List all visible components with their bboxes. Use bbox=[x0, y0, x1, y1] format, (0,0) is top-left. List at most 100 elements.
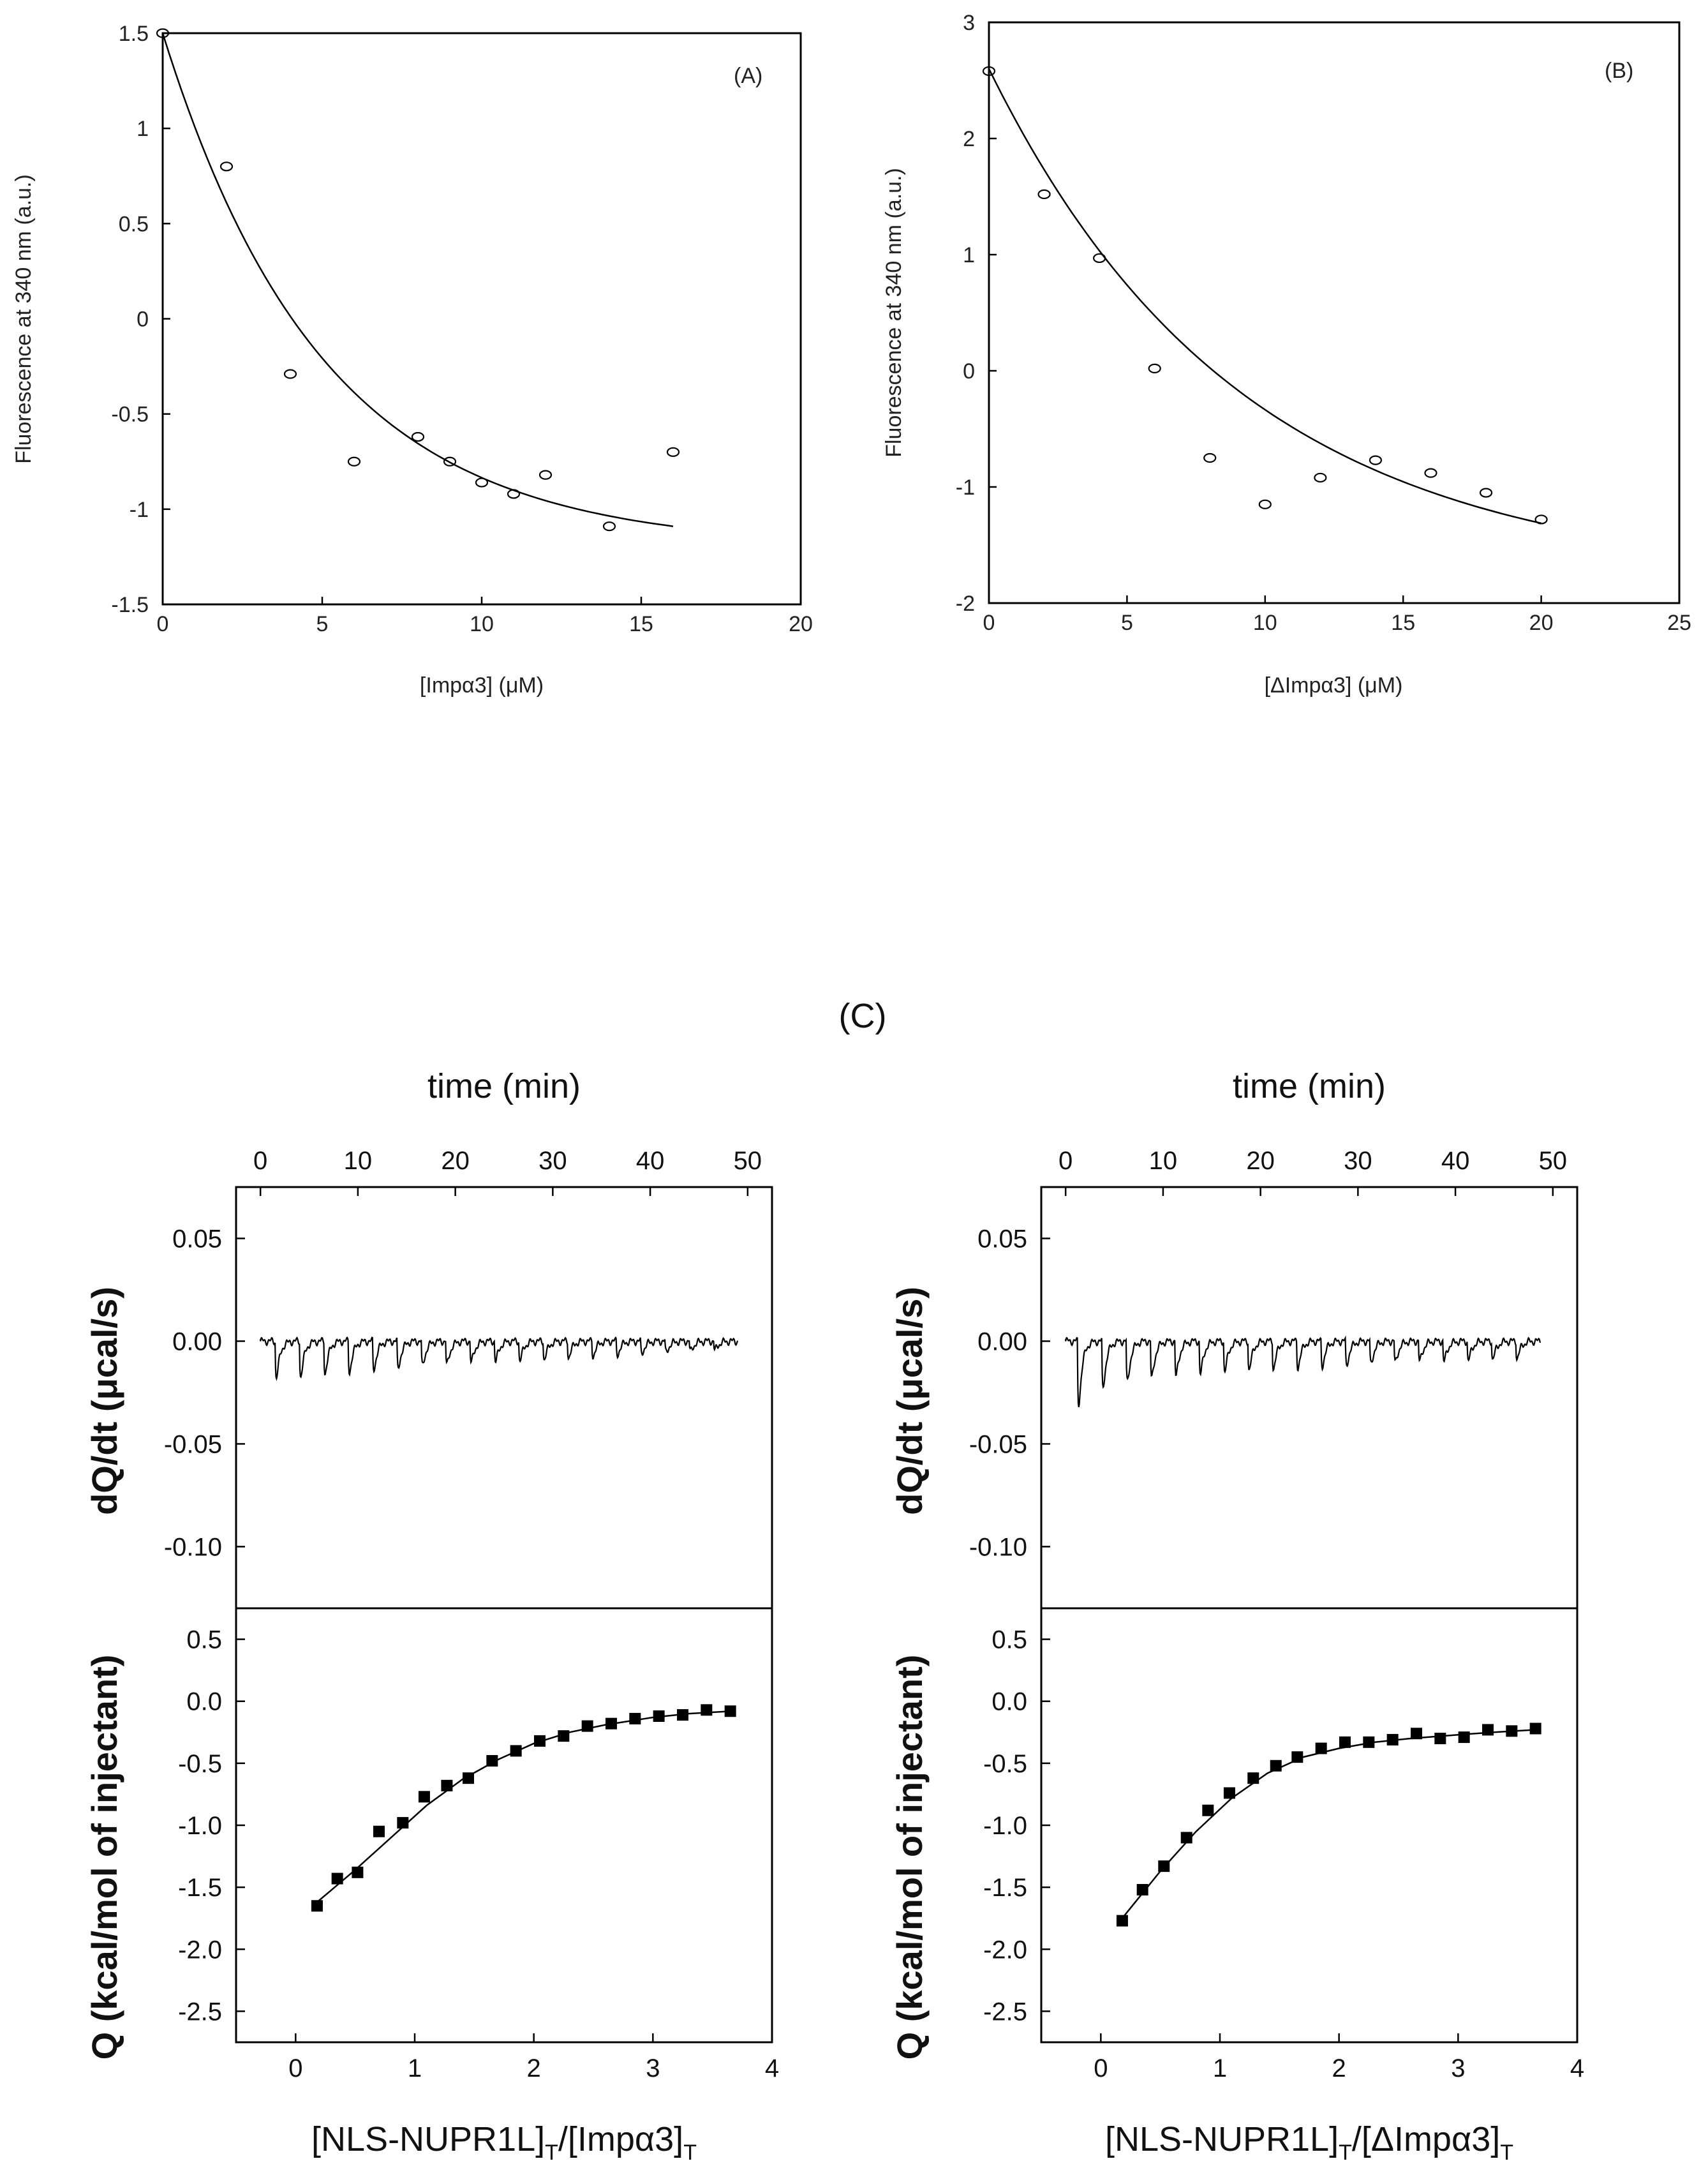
chart-c1-isotherm-ytick-label: 0.0 bbox=[186, 1688, 222, 1716]
chart-c2-ticks: 0 10 20 30 40 50 -0.10 -0.05 0.00 0.05 0 1 2 3 4 -2.5 -2… bbox=[969, 1147, 1584, 2082]
chart-c1-data-point bbox=[558, 1730, 570, 1742]
chart-b-data-point bbox=[1369, 455, 1383, 465]
chart-c2-isotherm-xtick-label: 4 bbox=[1570, 2054, 1584, 2082]
chart-a-fit-curve bbox=[161, 33, 674, 527]
chart-c2-thermogram-ytick-label: -0.10 bbox=[969, 1533, 1027, 1561]
chart-b-xlabel: [ΔImpα3] (μM) bbox=[1265, 673, 1403, 698]
chart-b-ylabel: Fluorescence at 340 nm (a.u.) bbox=[882, 168, 906, 458]
chart-b-data-point bbox=[1203, 452, 1217, 463]
chart-c1-isotherm-xtick-label: 1 bbox=[408, 2054, 422, 2082]
chart-c1-xlabel-num: [NLS-NUPR1L] bbox=[311, 2120, 545, 2158]
chart-c2-data-point bbox=[1158, 1860, 1170, 1872]
chart-a-xtick-label: 0 bbox=[157, 612, 169, 636]
chart-c1-data-point bbox=[605, 1717, 617, 1730]
chart-c2-data-point bbox=[1482, 1724, 1494, 1736]
chart-c1-data-point bbox=[701, 1704, 713, 1716]
chart-b-xtick-label: 0 bbox=[983, 611, 995, 635]
chart-c2-isotherm-xlabel: [NLS-NUPR1L]T/[ΔImpα3]T bbox=[1105, 2120, 1513, 2165]
chart-c2-time-tick-label: 0 bbox=[1058, 1147, 1073, 1175]
chart-c1-time-tick-label: 0 bbox=[253, 1147, 267, 1175]
chart-b-fit bbox=[988, 68, 1541, 525]
panel-c-label: (C) bbox=[839, 997, 887, 1035]
chart-c2-time-tick-label: 20 bbox=[1246, 1147, 1275, 1175]
chart-b-data-point bbox=[1148, 363, 1161, 373]
chart-a-ytick-label: 0 bbox=[137, 308, 149, 332]
chart-c1-data-point bbox=[510, 1745, 522, 1757]
chart-c2-isotherm-ytick-label: -1.5 bbox=[983, 1874, 1027, 1902]
chart-b-ytick-label: 0 bbox=[963, 359, 975, 384]
chart-a-xtick-label: 10 bbox=[470, 612, 494, 636]
chart-c1-isotherm-frame bbox=[235, 1607, 773, 2044]
chart-b-frame bbox=[988, 21, 1681, 604]
chart-b-xtick-label: 5 bbox=[1121, 611, 1133, 635]
chart-b-data-point bbox=[1037, 189, 1051, 199]
chart-b-xtick-label: 10 bbox=[1253, 611, 1277, 635]
chart-a-data-point bbox=[283, 369, 297, 379]
chart-c2-data-point bbox=[1434, 1733, 1446, 1744]
chart-c1-data-point bbox=[581, 1720, 593, 1732]
chart-a: (A) [Impα3] (μM) Fluorescence at 340 nm … bbox=[11, 22, 813, 698]
chart-c2-isotherm-xtick-label: 2 bbox=[1332, 2054, 1346, 2082]
chart-c1: time (min) dQ/dt (μcal/s) Q (kcal/mol of… bbox=[84, 1067, 779, 2165]
chart-a-data-point bbox=[347, 456, 361, 467]
chart-b-ytick-label: -1 bbox=[956, 475, 975, 500]
chart-a-data-point bbox=[443, 456, 457, 467]
chart-c1-data-point bbox=[311, 1900, 323, 1912]
chart-c2-data-point bbox=[1529, 1723, 1541, 1735]
chart-c1-xlabel-den: /[Impα3] bbox=[558, 2120, 683, 2158]
chart-a-data-point bbox=[507, 489, 521, 499]
chart-b-ytick-label: 2 bbox=[963, 127, 975, 151]
chart-c2-isotherm-ytick-label: -0.5 bbox=[983, 1750, 1027, 1778]
chart-c1-time-tick-label: 50 bbox=[734, 1147, 762, 1175]
chart-c2-data-point bbox=[1180, 1832, 1192, 1844]
chart-c1-time-tick-label: 40 bbox=[636, 1147, 665, 1175]
chart-a-xlabel: [Impα3] (μM) bbox=[420, 673, 544, 698]
chart-b-xtick-label: 15 bbox=[1391, 611, 1415, 635]
chart-b-ytick-label: 3 bbox=[963, 11, 975, 35]
chart-c1-data-point bbox=[463, 1772, 474, 1784]
chart-c2-time-label: time (min) bbox=[1233, 1067, 1386, 1105]
chart-c2-xlabel-den: /[ΔImpα3] bbox=[1352, 2120, 1500, 2158]
chart-c2-time-tick-label: 40 bbox=[1441, 1147, 1470, 1175]
chart-c2-xlabel-sub2: T bbox=[1500, 2141, 1513, 2165]
chart-a-ylabel: Fluorescence at 340 nm (a.u.) bbox=[11, 174, 36, 464]
chart-b-data-point bbox=[1424, 468, 1437, 478]
chart-c1-thermogram-trace bbox=[260, 1336, 739, 1382]
chart-c2-data-point bbox=[1339, 1736, 1351, 1748]
chart-c2-isotherm-xtick-label: 1 bbox=[1213, 2054, 1227, 2082]
chart-c1-fit-curve bbox=[316, 1710, 731, 1903]
chart-c2-isotherm-ytick-label: -2.5 bbox=[983, 1998, 1027, 2026]
chart-c2-data-point bbox=[1506, 1725, 1518, 1737]
chart-a-frame bbox=[161, 32, 802, 606]
chart-c1-data-point bbox=[441, 1779, 453, 1791]
chart-c2-thermogram-ytick-label: 0.05 bbox=[977, 1225, 1027, 1253]
chart-c1-data-point bbox=[724, 1705, 736, 1717]
chart-a-xtick-label: 20 bbox=[789, 612, 813, 636]
chart-b-panel-label: (B) bbox=[1605, 59, 1633, 83]
chart-c2-time-tick-label: 30 bbox=[1344, 1147, 1372, 1175]
chart-c1-isotherm-ytick-label: -2.0 bbox=[178, 1936, 222, 1964]
chart-c1-data-point bbox=[534, 1735, 546, 1747]
chart-a-ytick-label: -1.5 bbox=[111, 593, 149, 617]
chart-c2-thermogram-ylabel: dQ/dt (μcal/s) bbox=[889, 1287, 930, 1515]
chart-c2-thermogram-ytick-label: -0.05 bbox=[969, 1430, 1027, 1458]
chart-c2-isotherm-ytick-label: 0.5 bbox=[991, 1626, 1027, 1654]
chart-c1-isotherm-ytick-label: -1.5 bbox=[178, 1874, 222, 1902]
chart-b-data-point bbox=[982, 66, 996, 77]
chart-c2-time-tick-label: 10 bbox=[1149, 1147, 1178, 1175]
chart-c2-data-point bbox=[1363, 1736, 1375, 1748]
chart-c1-isotherm-xtick-label: 0 bbox=[288, 2054, 302, 2082]
chart-c2-isotherm-ytick-label: -2.0 bbox=[983, 1936, 1027, 1964]
chart-a-panel-label: (A) bbox=[734, 64, 762, 88]
chart-b-data-point bbox=[1534, 514, 1548, 525]
chart-c1-time-label: time (min) bbox=[427, 1067, 581, 1105]
chart-a-fit bbox=[161, 33, 674, 527]
chart-a-ticks: 0 5 10 15 20 -1.5 -1 -0.5 0 0.5 1 1.5 bbox=[111, 22, 813, 636]
chart-a-data-point bbox=[411, 431, 425, 442]
chart-c2: time (min) dQ/dt (μcal/s) Q (kcal/mol of… bbox=[889, 1067, 1584, 2165]
chart-c2-thermogram-frame bbox=[1040, 1186, 1578, 1610]
chart-c1-xlabel-sub2: T bbox=[683, 2141, 697, 2165]
chart-c1-isotherm-ylabel: Q (kcal/mol of injectant) bbox=[84, 1655, 124, 2060]
chart-c1-fit bbox=[316, 1710, 731, 1903]
